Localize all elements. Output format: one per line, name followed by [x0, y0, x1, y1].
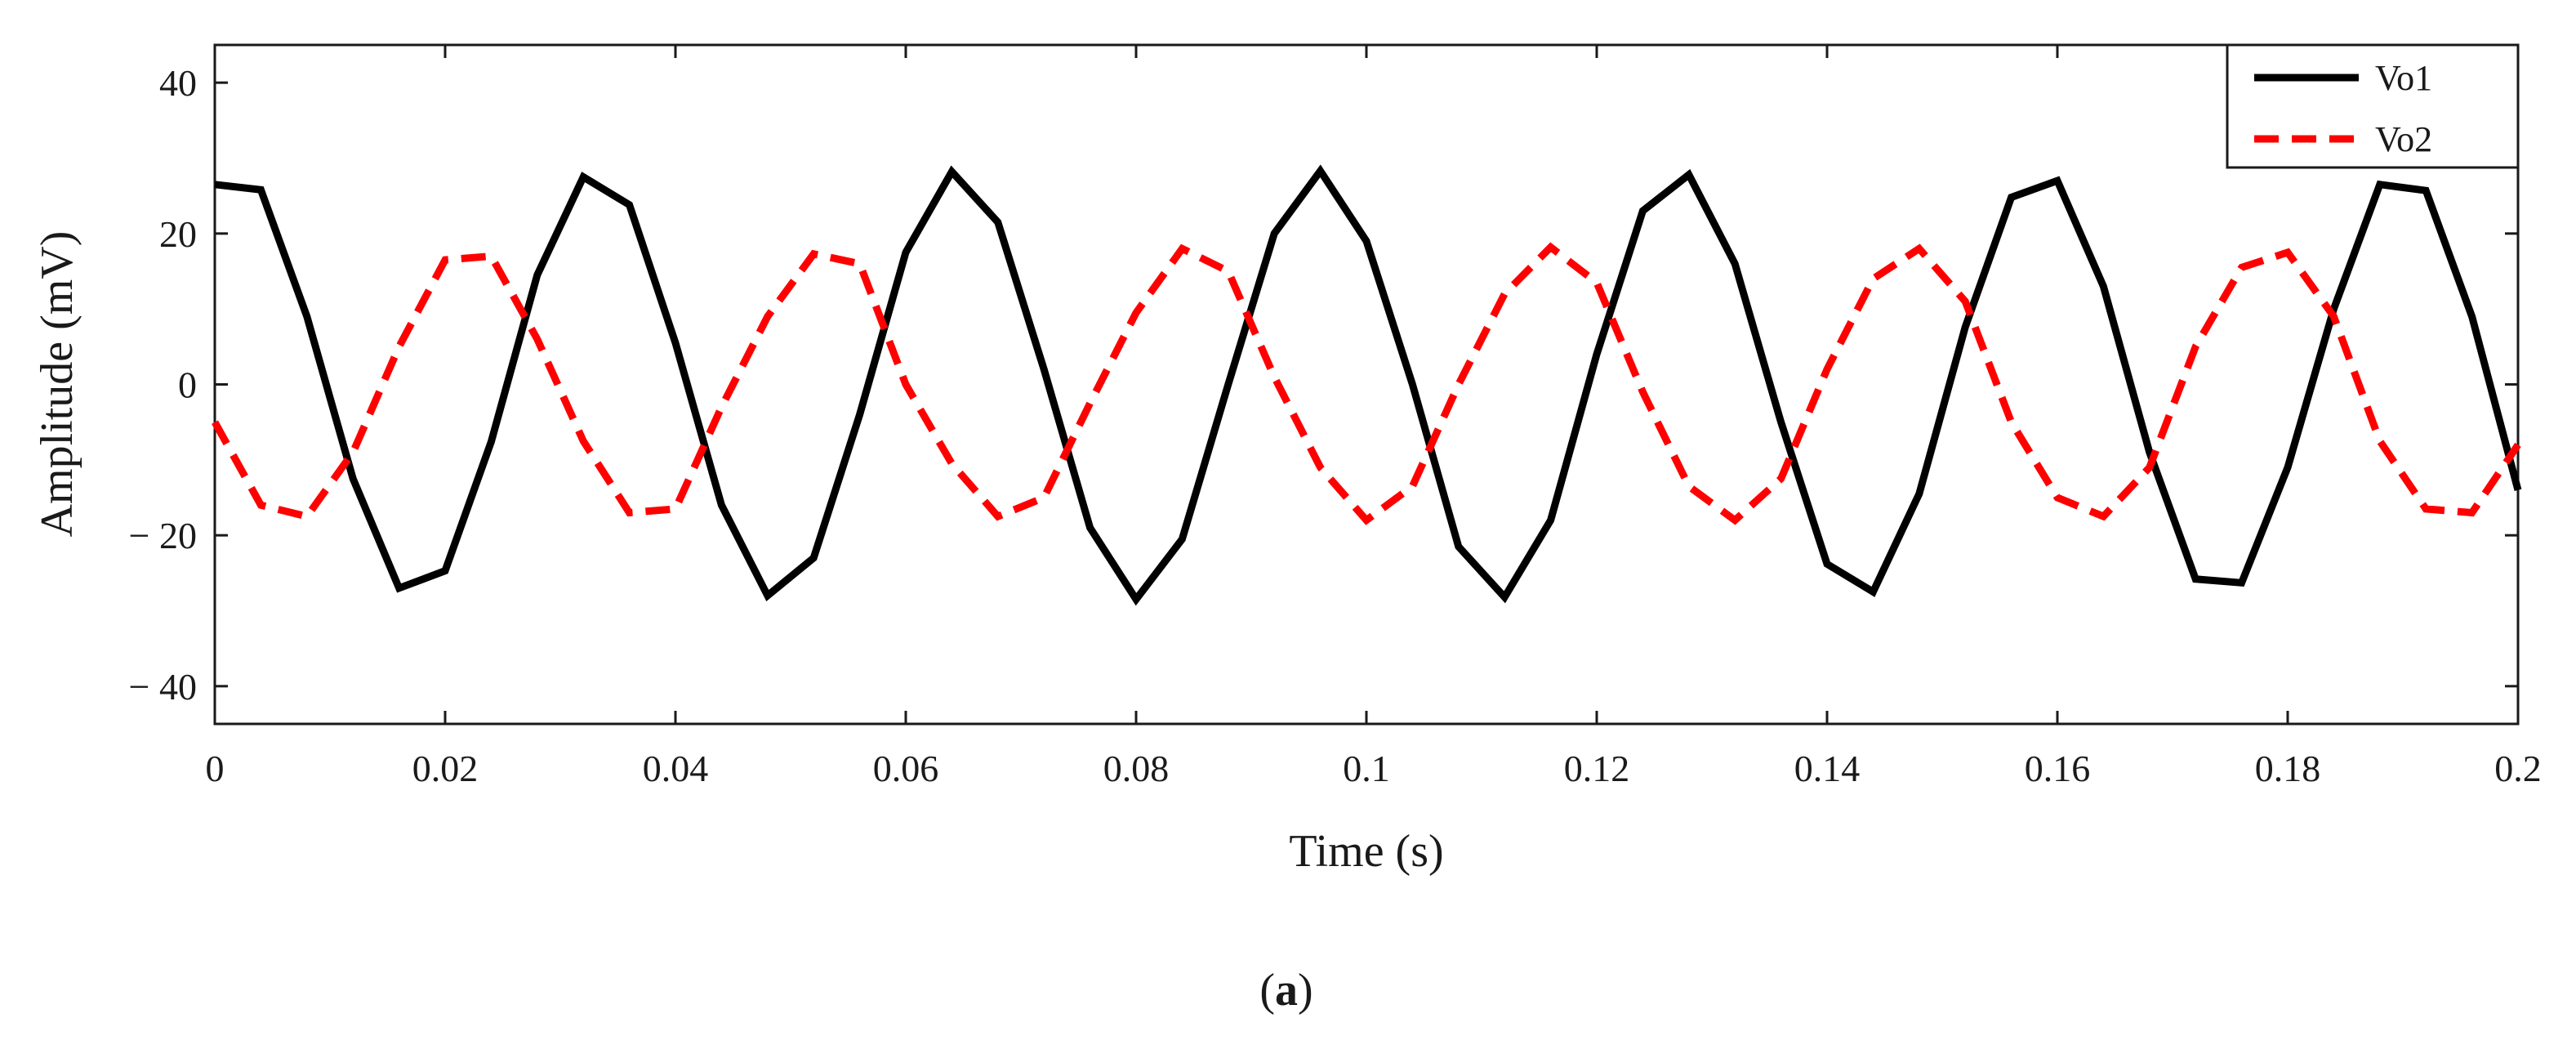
- x-tick-label: 0.14: [1794, 748, 1861, 789]
- x-tick-label: 0.04: [643, 748, 709, 789]
- y-tick-label: 0: [178, 364, 197, 406]
- legend-label-vo2: Vo2: [2375, 119, 2432, 159]
- x-tick-label: 0.12: [1564, 748, 1630, 789]
- series-line-vo2: [212, 242, 2521, 525]
- y-axis-title: Amplitude (mV): [32, 231, 82, 538]
- figure-caption: (a): [1259, 965, 1313, 1016]
- x-tick-label: 0: [206, 748, 225, 789]
- x-tick-label: 0.18: [2255, 748, 2321, 789]
- y-tick-label: 40: [159, 62, 197, 104]
- x-tick-label: 0.16: [2025, 748, 2091, 789]
- tick-labels-layer: 0 0.02 0.04 0.06 0.08 0.1 0.12 0.14 0.16 0.18 0.2 4…: [129, 62, 2542, 789]
- x-tick-label: 0.1: [1343, 748, 1390, 789]
- y-tick-label: − 20: [129, 515, 197, 556]
- x-tick-label: 0.02: [412, 748, 479, 789]
- caption-close-paren: ): [1298, 965, 1313, 1016]
- legend-label-vo1: Vo1: [2375, 58, 2432, 98]
- x-tick-label: 0.08: [1103, 748, 1170, 789]
- caption-letter: a: [1275, 965, 1298, 1016]
- y-tick-label: 20: [159, 213, 197, 255]
- series-layer: [212, 164, 2522, 606]
- legend: Vo1 Vo2: [2226, 43, 2520, 169]
- series-line-vo1: [214, 164, 2522, 606]
- x-tick-label: 0.06: [873, 748, 939, 789]
- plot-frame: [213, 43, 2520, 726]
- y-tick-label: − 40: [129, 666, 197, 708]
- legend-box: [2226, 43, 2520, 169]
- x-axis-title: Time (s): [1289, 826, 1443, 877]
- caption-open-paren: (: [1259, 965, 1275, 1016]
- ticks-layer: [213, 45, 2520, 724]
- x-tick-label: 0.2: [2494, 748, 2542, 789]
- plot-area: [213, 43, 2520, 726]
